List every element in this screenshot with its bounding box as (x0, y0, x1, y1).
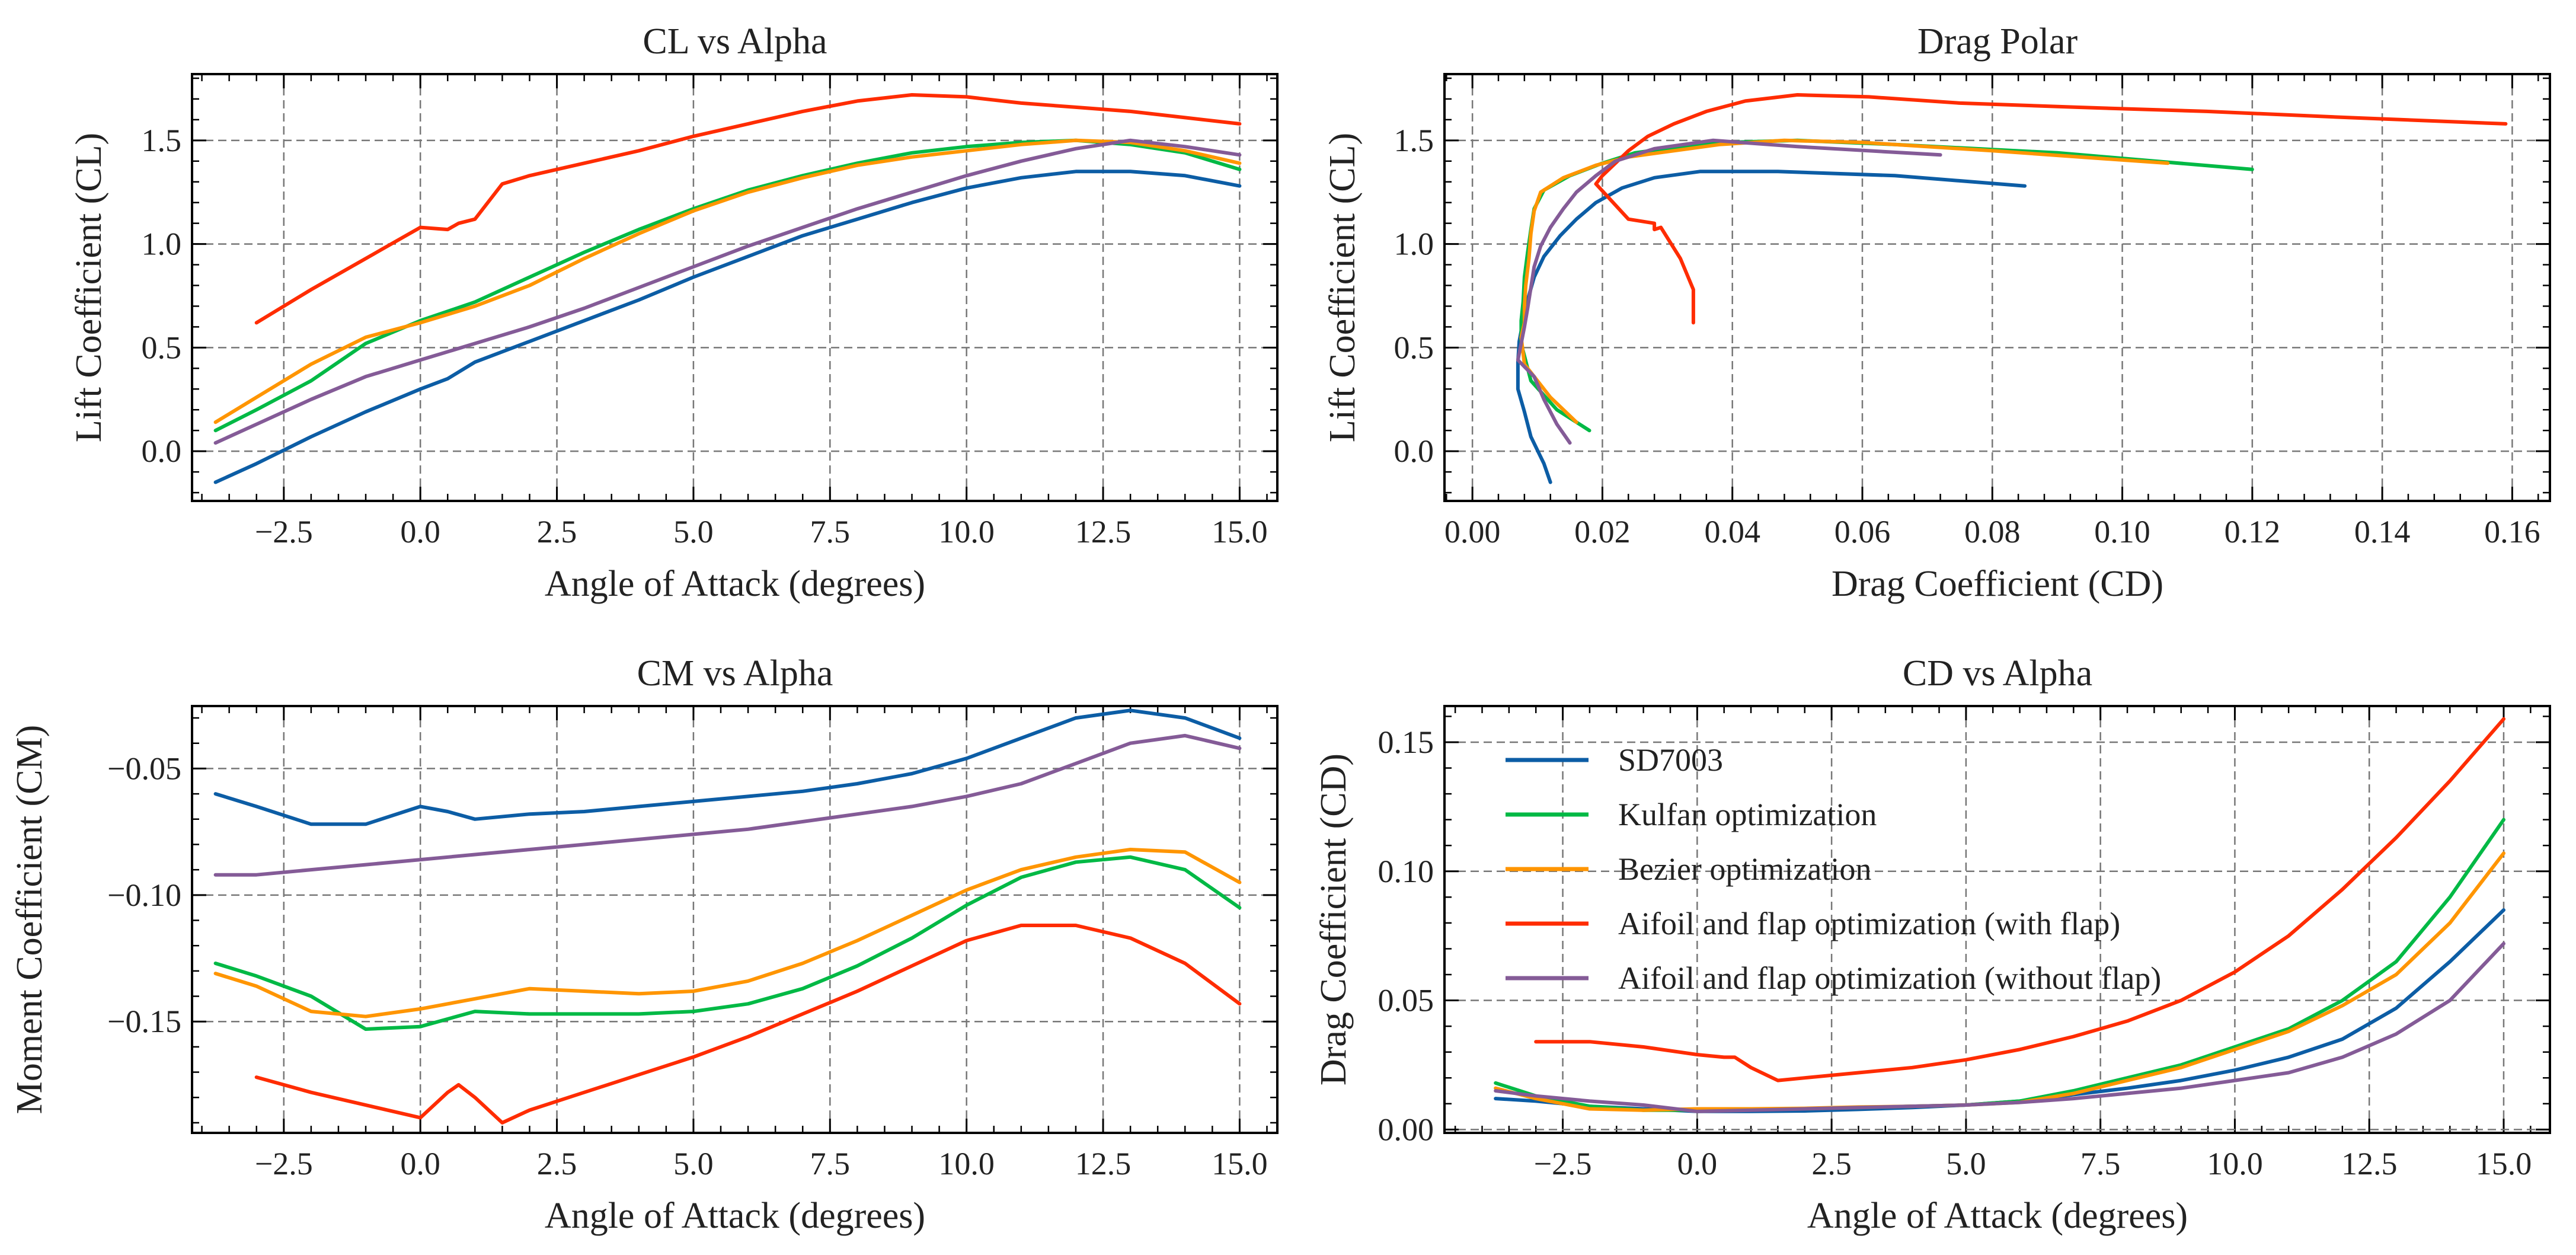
panel-title: Drag Polar (1917, 21, 2078, 62)
legend-label: Bezier optimization (1618, 851, 1871, 887)
x-tick-label: 7.5 (810, 514, 851, 550)
series-line-sd7003 (213, 708, 1242, 826)
x-tick-label: 0.0 (400, 1146, 440, 1181)
x-tick-label: 0.04 (1704, 514, 1760, 550)
y-tick-label: 0.05 (1378, 983, 1434, 1018)
x-tick-label: 0.10 (2094, 514, 2150, 550)
x-tick-label: 0.14 (2354, 514, 2411, 550)
y-axis-label: Moment Coefficient (CM) (9, 725, 50, 1115)
x-tick-label: 0.16 (2484, 514, 2540, 550)
x-tick-label: 2.5 (537, 1146, 577, 1181)
y-tick-label: 1.5 (142, 123, 182, 158)
x-tick-label: 0.06 (1834, 514, 1891, 550)
series-group (213, 93, 1242, 484)
series-line-aifoil-and-flap-optimization-without-flap (1516, 138, 1942, 445)
x-tick-label: 5.0 (673, 1146, 714, 1181)
x-tick-label: 7.5 (2080, 1146, 2121, 1181)
x-axis-label: Angle of Attack (degrees) (545, 564, 925, 604)
series-line-bezier-optimization (1519, 138, 2170, 424)
series-group (213, 708, 1242, 1125)
series-line-aifoil-and-flap-optimization-without-flap (213, 138, 1242, 445)
series-line-sd7003 (213, 170, 1242, 484)
series-group (1494, 717, 2505, 1113)
series-line-aifoil-and-flap-optimization-without-flap (1494, 941, 2505, 1113)
series-line-aifoil-and-flap-optimization-with-flap (254, 93, 1242, 325)
y-tick-label: 1.5 (1394, 123, 1434, 158)
x-tick-label: 0.0 (1677, 1146, 1718, 1181)
series-line-aifoil-and-flap-optimization-with-flap (1594, 93, 2508, 325)
y-tick-label: 1.0 (142, 226, 182, 262)
y-tick-label: 0.00 (1378, 1112, 1434, 1147)
x-tick-label: 15.0 (1212, 1146, 1268, 1181)
y-tick-label: −0.15 (107, 1004, 181, 1039)
axes-frame (191, 73, 1279, 502)
legend-label: Aifoil and flap optimization (without fl… (1618, 960, 2161, 996)
x-axis-label: Drag Coefficient (CD) (1832, 564, 2163, 604)
x-tick-label: 0.02 (1574, 514, 1631, 550)
y-tick-label: −0.10 (107, 877, 181, 913)
series-line-kulfan-optimization (213, 138, 1242, 433)
y-tick-label: 1.0 (1394, 226, 1434, 262)
x-axis-label: Angle of Attack (degrees) (545, 1196, 925, 1236)
y-tick-label: 0.0 (1394, 433, 1434, 469)
series-line-kulfan-optimization (213, 855, 1242, 1031)
legend-label: SD7003 (1618, 742, 1723, 778)
y-tick-label: 0.10 (1378, 854, 1434, 889)
cd-vs-alpha-panel: CD vs Alpha Angle of Attack (degrees) Dr… (1313, 653, 2551, 1236)
x-axis-label: Angle of Attack (degrees) (1807, 1196, 2188, 1236)
x-tick-label: 12.5 (1075, 1146, 1132, 1181)
legend: SD7003 Kulfan optimization Bezier optimi… (1506, 742, 2161, 996)
x-tick-label: 15.0 (1212, 514, 1268, 550)
x-tick-label: 2.5 (537, 514, 577, 550)
x-tick-label: 7.5 (810, 1146, 851, 1181)
axes-frame (191, 705, 1279, 1134)
axes-frame (1443, 73, 2551, 502)
y-axis-label: Drag Coefficient (CD) (1313, 753, 1354, 1085)
y-tick-label: 0.0 (142, 433, 182, 469)
x-tick-label: 5.0 (673, 514, 714, 550)
series-group (1516, 93, 2508, 484)
y-axis-label: Lift Coefficient (CL) (69, 133, 109, 442)
x-tick-label: 2.5 (1811, 1146, 1852, 1181)
cl-vs-alpha-panel: CL vs Alpha Angle of Attack (degrees) Li… (69, 21, 1279, 604)
panel-title: CD vs Alpha (1903, 653, 2092, 694)
x-tick-label: 10.0 (938, 1146, 995, 1181)
y-tick-label: −0.05 (107, 751, 181, 786)
x-tick-label: 15.0 (2476, 1146, 2532, 1181)
y-tick-label: 0.5 (1394, 330, 1434, 365)
x-tick-label: 0.0 (400, 514, 440, 550)
x-tick-label: 12.5 (2341, 1146, 2398, 1181)
legend-label: Kulfan optimization (1618, 797, 1877, 832)
x-tick-label: 0.00 (1444, 514, 1501, 550)
x-tick-label: 5.0 (1946, 1146, 1986, 1181)
series-line-sd7003 (1516, 170, 2027, 484)
x-tick-label: −2.5 (255, 514, 313, 550)
x-tick-label: 0.08 (1964, 514, 2021, 550)
x-tick-label: 10.0 (2207, 1146, 2263, 1181)
x-tick-label: −2.5 (1534, 1146, 1592, 1181)
y-tick-label: 0.15 (1378, 724, 1434, 760)
axes-frame (1443, 705, 2551, 1134)
x-tick-label: 12.5 (1075, 514, 1132, 550)
y-axis-label: Lift Coefficient (CL) (1322, 133, 1363, 442)
cm-vs-alpha-panel: CM vs Alpha Angle of Attack (degrees) Mo… (9, 653, 1279, 1236)
series-line-aifoil-and-flap-optimization-with-flap (1534, 717, 2505, 1082)
series-line-bezier-optimization (213, 848, 1242, 1018)
panel-title: CL vs Alpha (643, 21, 827, 62)
series-line-bezier-optimization (213, 138, 1242, 424)
x-tick-label: 10.0 (938, 514, 995, 550)
series-line-aifoil-and-flap-optimization-with-flap (254, 924, 1242, 1125)
panel-title: CM vs Alpha (637, 653, 833, 694)
legend-label: Aifoil and flap optimization (with flap) (1618, 906, 2120, 941)
y-tick-label: 0.5 (142, 330, 182, 365)
x-tick-label: −2.5 (255, 1146, 313, 1181)
x-tick-label: 0.12 (2225, 514, 2281, 550)
drag-polar-panel: Drag Polar Drag Coefficient (CD) Lift Co… (1322, 21, 2551, 604)
series-line-aifoil-and-flap-optimization-without-flap (213, 733, 1242, 877)
